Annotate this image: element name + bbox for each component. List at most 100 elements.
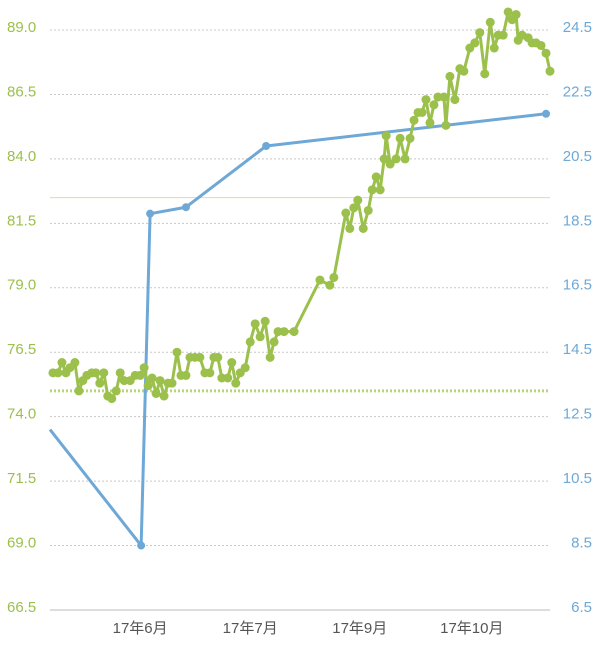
point bbox=[155, 376, 165, 386]
point bbox=[341, 208, 351, 218]
point bbox=[213, 352, 223, 362]
y-tick-label: 81.5 bbox=[7, 212, 36, 229]
point bbox=[260, 316, 270, 326]
point bbox=[111, 386, 121, 396]
point bbox=[445, 71, 455, 81]
y-tick-label: 86.5 bbox=[7, 83, 36, 100]
point bbox=[245, 337, 255, 347]
point bbox=[417, 107, 427, 117]
point bbox=[74, 386, 84, 396]
point bbox=[439, 92, 449, 102]
y-tick-label: 71.5 bbox=[7, 470, 36, 487]
y-tick-label: 74.0 bbox=[7, 406, 36, 423]
point bbox=[279, 327, 289, 337]
point bbox=[498, 30, 508, 40]
point bbox=[107, 394, 117, 404]
point bbox=[146, 209, 155, 218]
point bbox=[485, 17, 495, 27]
point bbox=[475, 28, 485, 38]
point bbox=[139, 363, 149, 373]
point bbox=[289, 327, 299, 337]
x-tick-label: 17年9月 bbox=[332, 620, 387, 637]
x-tick-label: 17年6月 bbox=[113, 620, 168, 637]
point bbox=[381, 131, 391, 141]
y-tick-label: 69.0 bbox=[7, 535, 36, 552]
x-tick-label: 17年7月 bbox=[223, 620, 278, 637]
point bbox=[405, 133, 415, 143]
y2-tick-label: 10.5 bbox=[563, 470, 592, 487]
y2-tick-label: 18.5 bbox=[563, 212, 592, 229]
point bbox=[262, 142, 271, 150]
point bbox=[385, 159, 395, 169]
y2-tick-label: 20.5 bbox=[563, 148, 592, 165]
point bbox=[421, 95, 431, 105]
point bbox=[353, 195, 363, 205]
point bbox=[137, 541, 146, 550]
point bbox=[367, 185, 377, 195]
point bbox=[240, 363, 250, 373]
point bbox=[379, 154, 389, 164]
x-tick-label: 17年10月 bbox=[440, 620, 503, 637]
point bbox=[70, 358, 80, 368]
point bbox=[167, 378, 177, 388]
point bbox=[227, 358, 237, 368]
point bbox=[349, 203, 359, 213]
point bbox=[480, 69, 490, 79]
point bbox=[250, 319, 260, 329]
point bbox=[95, 378, 105, 388]
point bbox=[231, 378, 241, 388]
point bbox=[391, 154, 401, 164]
point bbox=[147, 373, 157, 383]
point bbox=[345, 223, 355, 233]
point bbox=[329, 272, 339, 282]
point bbox=[358, 223, 368, 233]
point bbox=[400, 154, 410, 164]
y-tick-label: 89.0 bbox=[7, 19, 36, 36]
point bbox=[195, 352, 205, 362]
y2-tick-label: 22.5 bbox=[563, 83, 592, 100]
point bbox=[470, 38, 480, 48]
point bbox=[115, 368, 125, 378]
y-tick-label: 66.5 bbox=[7, 599, 36, 616]
y2-tick-label: 12.5 bbox=[563, 406, 592, 423]
point bbox=[489, 43, 499, 53]
point bbox=[91, 368, 101, 378]
point bbox=[99, 368, 109, 378]
point bbox=[441, 120, 451, 130]
point bbox=[503, 7, 513, 17]
point bbox=[541, 48, 551, 58]
point bbox=[57, 358, 67, 368]
point bbox=[143, 381, 153, 391]
y-tick-label: 79.0 bbox=[7, 277, 36, 294]
point bbox=[205, 368, 215, 378]
series-line bbox=[52, 10, 552, 401]
point bbox=[375, 185, 385, 195]
y2-tick-label: 16.5 bbox=[563, 277, 592, 294]
point bbox=[53, 368, 63, 378]
y2-tick-label: 6.5 bbox=[571, 599, 592, 616]
point bbox=[425, 118, 435, 128]
point bbox=[181, 370, 191, 380]
point bbox=[315, 275, 325, 285]
point bbox=[325, 280, 335, 290]
y2-tick-label: 14.5 bbox=[563, 341, 592, 358]
point bbox=[151, 388, 161, 398]
point bbox=[255, 332, 265, 342]
point bbox=[429, 100, 439, 110]
y2-tick-label: 24.5 bbox=[563, 19, 592, 36]
point bbox=[395, 133, 405, 143]
point bbox=[265, 352, 275, 362]
point bbox=[172, 347, 182, 357]
point bbox=[542, 109, 551, 118]
point bbox=[363, 205, 373, 215]
series-line bbox=[48, 112, 547, 548]
point bbox=[269, 337, 279, 347]
point bbox=[181, 203, 190, 212]
point bbox=[135, 370, 145, 380]
point bbox=[511, 10, 521, 20]
y-tick-label: 84.0 bbox=[7, 148, 36, 165]
point bbox=[450, 95, 460, 105]
point bbox=[409, 115, 419, 125]
